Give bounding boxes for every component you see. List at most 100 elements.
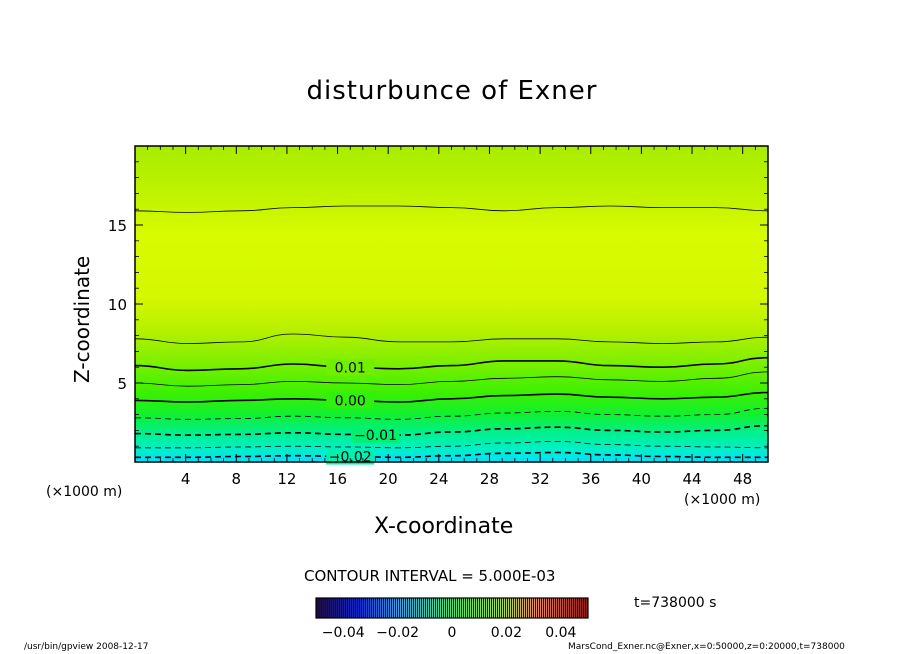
colorbar-swatch xyxy=(546,598,548,618)
colorbar-swatch xyxy=(378,598,380,618)
x-tick-label: 48 xyxy=(733,470,752,488)
colorbar-gap xyxy=(447,598,448,618)
colorbar-gap xyxy=(383,598,384,618)
colorbar-swatch xyxy=(338,598,340,618)
colorbar-gap xyxy=(333,598,334,618)
colorbar-gap xyxy=(465,598,466,618)
y-tick-label: 15 xyxy=(108,217,127,235)
colorbar-gap xyxy=(461,598,462,618)
colorbar-swatch xyxy=(408,598,410,618)
colorbar-swatch xyxy=(346,598,348,618)
contour-line xyxy=(135,451,768,459)
colorbar-swatch xyxy=(522,598,524,618)
colorbar-swatch xyxy=(534,598,536,618)
contour-label-bg xyxy=(326,448,375,465)
colorbar-swatch xyxy=(570,598,572,618)
colorbar-swatch xyxy=(462,598,464,618)
colorbar-gap xyxy=(477,598,478,618)
colorbar-gap xyxy=(337,598,338,618)
x-tick-label: 4 xyxy=(181,470,191,488)
colorbar-swatch xyxy=(580,598,582,618)
colorbar-gap xyxy=(555,598,556,618)
colorbar-swatch xyxy=(320,598,322,618)
colorbar-gap xyxy=(381,598,382,618)
colorbar-gap xyxy=(547,598,548,618)
colorbar-swatch xyxy=(472,598,474,618)
colorbar-gap xyxy=(473,598,474,618)
colorbar-gap xyxy=(439,598,440,618)
colorbar-swatch xyxy=(478,598,480,618)
colorbar-gap xyxy=(427,598,428,618)
colorbar-swatch xyxy=(392,598,394,618)
colorbar-swatch xyxy=(494,598,496,618)
contour-label: 0.00 xyxy=(335,394,366,410)
colorbar-gap xyxy=(545,598,546,618)
colorbar-swatch xyxy=(486,598,488,618)
colorbar-swatch xyxy=(446,598,448,618)
colorbar-tick-label: 0 xyxy=(447,625,457,641)
colorbar-gap xyxy=(451,598,452,618)
colorbar-gap xyxy=(535,598,536,618)
colorbar-swatch xyxy=(512,598,514,618)
colorbar-gap xyxy=(393,598,394,618)
colorbar-swatch xyxy=(352,598,354,618)
x-tick-label: 12 xyxy=(277,470,296,488)
colorbar-gap xyxy=(531,598,532,618)
colorbar-swatch xyxy=(386,598,388,618)
colorbar-gap xyxy=(459,598,460,618)
colorbar-gap xyxy=(525,598,526,618)
colorbar-swatch xyxy=(458,598,460,618)
colorbar-gap xyxy=(343,598,344,618)
colorbar-gap xyxy=(467,598,468,618)
colorbar-swatch xyxy=(564,598,566,618)
colorbar-gap xyxy=(511,598,512,618)
colorbar-gap xyxy=(513,598,514,618)
colorbar-gap xyxy=(375,598,376,618)
colorbar-swatch xyxy=(364,598,366,618)
colorbar-swatch xyxy=(558,598,560,618)
colorbar-gap xyxy=(541,598,542,618)
colorbar-swatch xyxy=(450,598,452,618)
colorbar-swatch xyxy=(508,598,510,618)
colorbar-swatch xyxy=(444,598,446,618)
colorbar-gap xyxy=(433,598,434,618)
colorbar-swatch xyxy=(572,598,574,618)
colorbar-swatch xyxy=(510,598,512,618)
colorbar-swatch xyxy=(442,598,444,618)
colorbar-gap xyxy=(493,598,494,618)
colorbar-gap xyxy=(385,598,386,618)
colorbar-gap xyxy=(505,598,506,618)
colorbar-swatch xyxy=(360,598,362,618)
colorbar-gap xyxy=(565,598,566,618)
colorbar-gap xyxy=(355,598,356,618)
colorbar-swatch xyxy=(418,598,420,618)
colorbar-gap xyxy=(425,598,426,618)
colorbar-gap xyxy=(435,598,436,618)
colorbar-swatch xyxy=(586,598,588,618)
colorbar-swatch xyxy=(356,598,358,618)
colorbar-gap xyxy=(523,598,524,618)
x-tick-label: 20 xyxy=(379,470,398,488)
colorbar-gap xyxy=(489,598,490,618)
colorbar-swatch xyxy=(372,598,374,618)
colorbar-swatch xyxy=(556,598,558,618)
contour-label: −0.02 xyxy=(329,450,372,466)
colorbar-swatch xyxy=(326,598,328,618)
colorbar-swatch xyxy=(428,598,430,618)
colorbar-swatch xyxy=(328,598,330,618)
colorbar-swatch xyxy=(404,598,406,618)
colorbar-gap xyxy=(377,598,378,618)
contour-line xyxy=(135,441,769,449)
colorbar-swatch xyxy=(452,598,454,618)
colorbar-gap xyxy=(559,598,560,618)
colorbar-gap xyxy=(345,598,346,618)
contour-line xyxy=(134,205,769,213)
colorbar-gap xyxy=(479,598,480,618)
colorbar-gap xyxy=(407,598,408,618)
colorbar-gap xyxy=(319,598,320,618)
colorbar-swatch xyxy=(412,598,414,618)
colorbar-swatch xyxy=(542,598,544,618)
contour-line xyxy=(134,391,769,403)
colorbar-gap xyxy=(367,598,368,618)
colorbar-swatch xyxy=(584,598,586,618)
